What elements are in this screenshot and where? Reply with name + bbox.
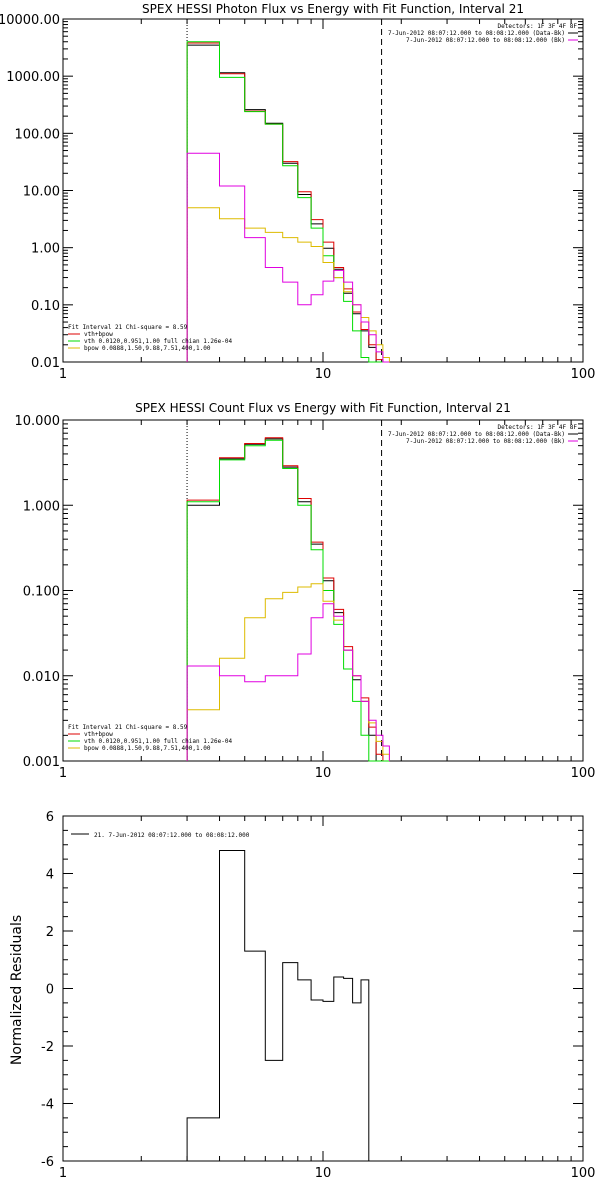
panel1-xtick-label: 100 xyxy=(571,367,596,382)
panel3-series-21-7-jun-2012-08-07-12-000-to-08-08-12-000 xyxy=(186,850,383,1162)
panel1-series-bk xyxy=(186,152,390,363)
panel2-title: SPEX HESSI Count Flux vs Energy with Fit… xyxy=(135,401,511,415)
panel1-legend-1: Fit Interval 21 Chi-square = 8.59 xyxy=(68,324,188,331)
panel1-ytick-label: 0.01 xyxy=(31,356,60,371)
panel1-ytick-label: 10000.00 xyxy=(0,13,60,28)
panel1-legend-2: vth+bpow xyxy=(84,331,113,338)
panel3-ytick-label: 0 xyxy=(46,983,54,998)
panel1-ytick-label: 1000.00 xyxy=(6,70,60,85)
panel1-legend-3: vth 0.0120,0.951,1.00 full chian 1.26e-0… xyxy=(84,338,232,345)
panel2-ytick-label: 0.100 xyxy=(23,585,60,600)
panel3-ytick-label: 4 xyxy=(46,868,54,883)
panel2-ytick-label: 0.001 xyxy=(23,755,60,770)
panel1-ytick-label: 1.00 xyxy=(31,242,60,257)
panel1-ytick-label: 0.10 xyxy=(31,299,60,314)
panel1-xtick-label: 1 xyxy=(59,367,67,382)
panel3-ytick-label: -4 xyxy=(41,1098,54,1113)
panel1-xtick-label: 10 xyxy=(315,367,332,382)
photon-flux-panel: SPEX HESSI Photon Flux vs Energy with Fi… xyxy=(0,2,595,382)
panel2-xtick-label: 100 xyxy=(571,766,596,781)
panel3-legend: 21. 7-Jun-2012 08:07:12.000 to 08:08:12.… xyxy=(94,832,250,839)
panel1-ytick-label: 10.00 xyxy=(23,185,60,200)
panel1-legend-4: bpow 0.0888,1.50,9.88,7.51,400,1.00 xyxy=(84,345,211,352)
panel2-series-vth xyxy=(186,439,390,762)
panel1-ytick-label: 100.00 xyxy=(15,127,61,142)
panel2-detectors: Detectors: 1F 3F 4F 8F xyxy=(498,424,578,431)
panel1-series-bpow xyxy=(186,207,390,362)
panel2-header-line-2: 7-Jun-2012 08:07:12.000 to 08:08:12.000 … xyxy=(406,438,565,445)
panel3-ytick-label: -2 xyxy=(41,1040,54,1055)
panel3-xtick-label: 10 xyxy=(315,1166,332,1181)
panel2-xtick-label: 10 xyxy=(315,766,332,781)
panel2-header-line-1: 7-Jun-2012 08:07:12.000 to 08:08:12.000 … xyxy=(388,431,565,438)
panel2-legend-3: vth 0.0120,0.951,1.00 full chian 1.26e-0… xyxy=(84,738,232,745)
panel1-detectors: Detectors: 1F 3F 4F 8F xyxy=(498,23,578,30)
panel1-title: SPEX HESSI Photon Flux vs Energy with Fi… xyxy=(142,2,524,16)
panel2-legend-2: vth+bpow xyxy=(84,731,113,738)
panel2-xtick-label: 1 xyxy=(59,766,67,781)
panel3-ytick-label: 2 xyxy=(46,925,54,940)
panel2-ytick-label: 1.000 xyxy=(23,499,60,514)
panel2-ytick-label: 0.010 xyxy=(23,670,60,685)
panel1-header-line-2: 7-Jun-2012 08:07:12.000 to 08:08:12.000 … xyxy=(406,37,565,44)
panel3-xtick-label: 1 xyxy=(59,1166,67,1181)
panel1-series-vth xyxy=(186,41,390,363)
panel2-legend-1: Fit Interval 21 Chi-square = 8.59 xyxy=(68,724,188,731)
panel2-legend-4: bpow 0.0888,1.50,9.88,7.51,400,1.00 xyxy=(84,745,211,752)
panel3-ylabel: Normalized Residuals xyxy=(9,915,25,1065)
panel3-ytick-label: -6 xyxy=(41,1155,54,1170)
panel2-ytick-label: 10.000 xyxy=(15,414,61,429)
panel2-series-bk xyxy=(186,603,390,761)
residuals-panel: 1 10 100 -6 -4 -2 0 2 4 6 Normalized Residuals 21… xyxy=(9,810,595,1181)
panel3-xtick-label: 100 xyxy=(571,1166,596,1181)
panel1-header-line-1: 7-Jun-2012 08:07:12.000 to 08:08:12.000 … xyxy=(388,30,565,37)
panel3-ytick-label: 6 xyxy=(46,810,54,825)
count-flux-panel: SPEX HESSI Count Flux vs Energy with Fit… xyxy=(15,401,596,781)
panel2-series-bpow xyxy=(186,583,390,761)
